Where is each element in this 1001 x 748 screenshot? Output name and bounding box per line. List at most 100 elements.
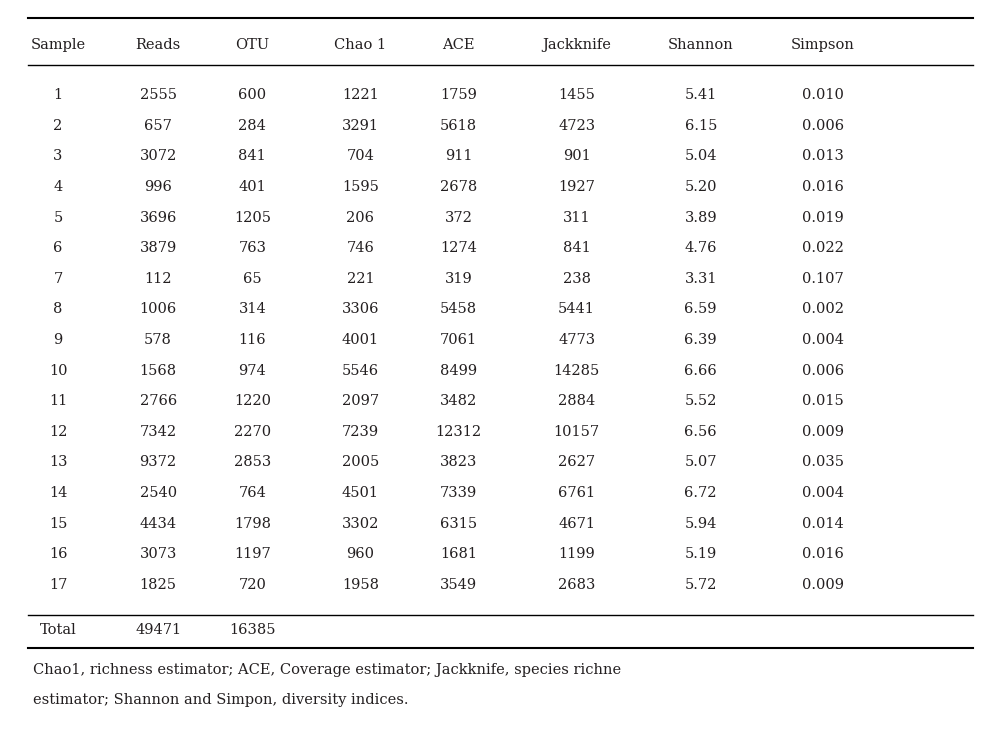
Text: 49471: 49471 bbox=[135, 623, 181, 637]
Text: 0.015: 0.015 bbox=[802, 394, 844, 408]
Text: 578: 578 bbox=[144, 333, 172, 347]
Text: 3879: 3879 bbox=[139, 242, 177, 255]
Text: Shannon: Shannon bbox=[668, 38, 734, 52]
Text: 2540: 2540 bbox=[139, 486, 177, 500]
Text: 600: 600 bbox=[238, 88, 266, 102]
Text: 7339: 7339 bbox=[439, 486, 477, 500]
Text: 5.41: 5.41 bbox=[685, 88, 717, 102]
Text: 841: 841 bbox=[563, 242, 591, 255]
Text: 996: 996 bbox=[144, 180, 172, 194]
Text: 8499: 8499 bbox=[439, 364, 477, 378]
Text: 2766: 2766 bbox=[139, 394, 177, 408]
Text: 4001: 4001 bbox=[341, 333, 379, 347]
Text: 1825: 1825 bbox=[140, 577, 176, 592]
Text: Chao 1: Chao 1 bbox=[334, 38, 386, 52]
Text: 0.009: 0.009 bbox=[802, 425, 844, 439]
Text: 901: 901 bbox=[563, 150, 591, 164]
Text: 3291: 3291 bbox=[342, 119, 378, 133]
Text: 12312: 12312 bbox=[435, 425, 481, 439]
Text: 1568: 1568 bbox=[139, 364, 177, 378]
Text: 14: 14 bbox=[49, 486, 67, 500]
Text: 6.15: 6.15 bbox=[685, 119, 717, 133]
Text: 314: 314 bbox=[238, 302, 266, 316]
Text: 3549: 3549 bbox=[439, 577, 477, 592]
Text: 3823: 3823 bbox=[439, 456, 477, 469]
Text: 6.72: 6.72 bbox=[685, 486, 717, 500]
Text: Sample: Sample bbox=[30, 38, 86, 52]
Text: 4501: 4501 bbox=[342, 486, 378, 500]
Text: OTU: OTU bbox=[235, 38, 269, 52]
Text: 15: 15 bbox=[49, 517, 67, 530]
Text: Simpson: Simpson bbox=[791, 38, 855, 52]
Text: 0.004: 0.004 bbox=[802, 333, 844, 347]
Text: 6315: 6315 bbox=[439, 517, 477, 530]
Text: 2270: 2270 bbox=[233, 425, 271, 439]
Text: 16: 16 bbox=[49, 547, 67, 561]
Text: 746: 746 bbox=[346, 242, 374, 255]
Text: 960: 960 bbox=[346, 547, 374, 561]
Text: 5441: 5441 bbox=[559, 302, 595, 316]
Text: 0.006: 0.006 bbox=[802, 119, 844, 133]
Text: 5458: 5458 bbox=[439, 302, 477, 316]
Text: 764: 764 bbox=[238, 486, 266, 500]
Text: 7239: 7239 bbox=[341, 425, 379, 439]
Text: 2884: 2884 bbox=[558, 394, 596, 408]
Text: 3: 3 bbox=[53, 150, 63, 164]
Text: 112: 112 bbox=[144, 272, 172, 286]
Text: 372: 372 bbox=[444, 211, 472, 224]
Text: 206: 206 bbox=[346, 211, 374, 224]
Text: 4434: 4434 bbox=[139, 517, 177, 530]
Text: 2853: 2853 bbox=[233, 456, 271, 469]
Text: 2678: 2678 bbox=[439, 180, 477, 194]
Text: 3.31: 3.31 bbox=[685, 272, 717, 286]
Text: 13: 13 bbox=[49, 456, 67, 469]
Text: 1274: 1274 bbox=[440, 242, 476, 255]
Text: 17: 17 bbox=[49, 577, 67, 592]
Text: 6.59: 6.59 bbox=[685, 302, 717, 316]
Text: 5.19: 5.19 bbox=[685, 547, 717, 561]
Text: 5.94: 5.94 bbox=[685, 517, 717, 530]
Text: 6: 6 bbox=[53, 242, 63, 255]
Text: 0.016: 0.016 bbox=[802, 180, 844, 194]
Text: 1759: 1759 bbox=[440, 88, 476, 102]
Text: 5.20: 5.20 bbox=[685, 180, 717, 194]
Text: 1205: 1205 bbox=[234, 211, 270, 224]
Text: 5: 5 bbox=[53, 211, 63, 224]
Text: 0.002: 0.002 bbox=[802, 302, 844, 316]
Text: 116: 116 bbox=[238, 333, 266, 347]
Text: estimator; Shannon and Simpon, diversity indices.: estimator; Shannon and Simpon, diversity… bbox=[33, 693, 408, 707]
Text: 2555: 2555 bbox=[140, 88, 176, 102]
Text: 0.010: 0.010 bbox=[802, 88, 844, 102]
Text: 0.006: 0.006 bbox=[802, 364, 844, 378]
Text: 2: 2 bbox=[53, 119, 63, 133]
Text: 6.39: 6.39 bbox=[685, 333, 717, 347]
Text: 657: 657 bbox=[144, 119, 172, 133]
Text: 763: 763 bbox=[238, 242, 266, 255]
Text: 311: 311 bbox=[563, 211, 591, 224]
Text: 4723: 4723 bbox=[558, 119, 596, 133]
Text: 3.89: 3.89 bbox=[685, 211, 717, 224]
Text: 2097: 2097 bbox=[341, 394, 379, 408]
Text: 911: 911 bbox=[444, 150, 472, 164]
Text: 1958: 1958 bbox=[342, 577, 378, 592]
Text: 0.107: 0.107 bbox=[802, 272, 844, 286]
Text: 238: 238 bbox=[563, 272, 591, 286]
Text: Chao1, richness estimator; ACE, Coverage estimator; Jackknife, species richne: Chao1, richness estimator; ACE, Coverage… bbox=[33, 663, 622, 677]
Text: 3073: 3073 bbox=[139, 547, 177, 561]
Text: 1006: 1006 bbox=[139, 302, 177, 316]
Text: 0.009: 0.009 bbox=[802, 577, 844, 592]
Text: 1220: 1220 bbox=[234, 394, 270, 408]
Text: 704: 704 bbox=[346, 150, 374, 164]
Text: 4671: 4671 bbox=[559, 517, 595, 530]
Text: 3696: 3696 bbox=[139, 211, 177, 224]
Text: 4: 4 bbox=[53, 180, 63, 194]
Text: 3482: 3482 bbox=[439, 394, 477, 408]
Text: 284: 284 bbox=[238, 119, 266, 133]
Text: 7: 7 bbox=[53, 272, 63, 286]
Text: 5.07: 5.07 bbox=[685, 456, 717, 469]
Text: 0.019: 0.019 bbox=[802, 211, 844, 224]
Text: 0.004: 0.004 bbox=[802, 486, 844, 500]
Text: 14285: 14285 bbox=[554, 364, 600, 378]
Text: 6.56: 6.56 bbox=[685, 425, 717, 439]
Text: 8: 8 bbox=[53, 302, 63, 316]
